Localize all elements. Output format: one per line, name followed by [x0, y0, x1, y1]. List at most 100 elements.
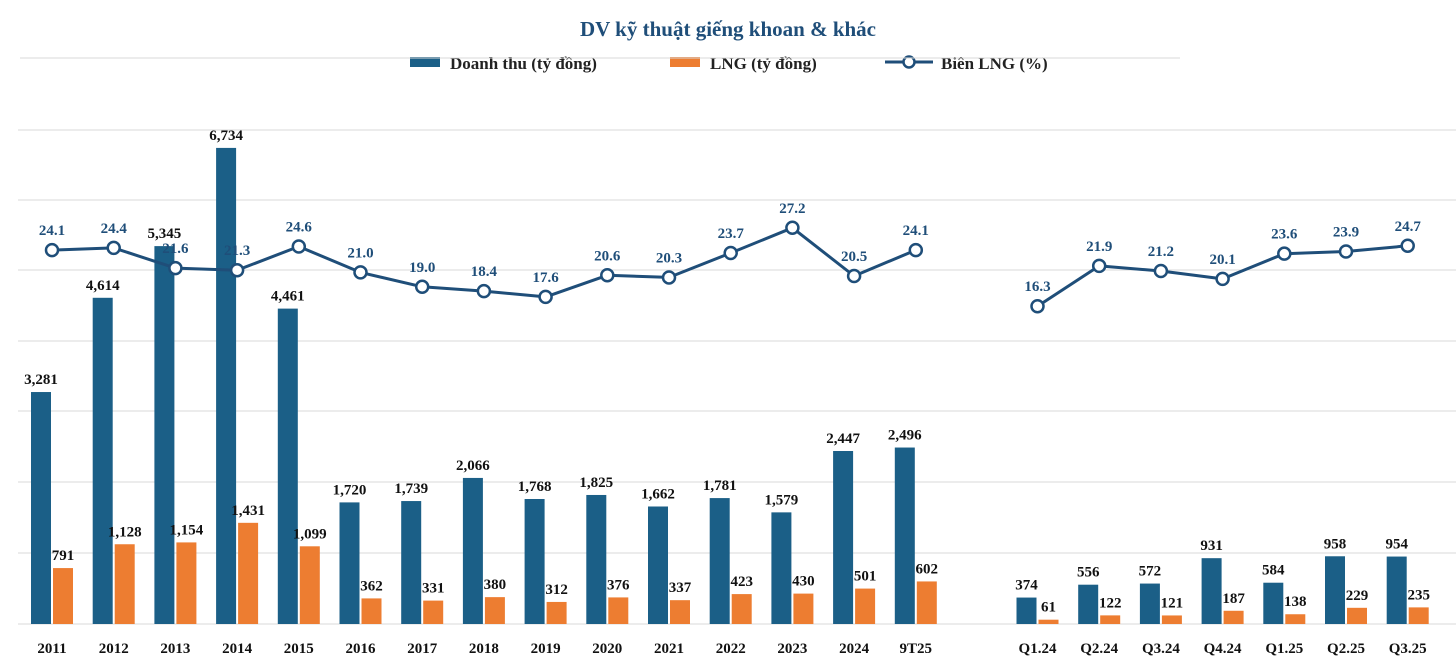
- lng-bar: [53, 568, 73, 624]
- revenue-bar: [339, 502, 360, 624]
- margin-point: [476, 283, 492, 299]
- x-axis: 2011 2012 2013 2014 2015 2016 2017 2018 2019 2020…: [37, 641, 1426, 657]
- revenue-bar: [31, 392, 51, 624]
- revenue-bar: [1201, 558, 1222, 624]
- margin-data-label: 20.3: [656, 250, 682, 266]
- revenue-data-label: 4,614: [86, 278, 120, 294]
- margin-point: [600, 268, 615, 283]
- revenue-bar: [1386, 556, 1407, 624]
- x-tick-label: 2013: [160, 641, 190, 657]
- revenue-bar: [648, 506, 668, 624]
- margin-data-label: 16.3: [1024, 279, 1050, 295]
- margin-point: [1091, 258, 1107, 274]
- revenue-bar: [1016, 597, 1037, 624]
- lng-bar: [361, 598, 382, 624]
- margin-data-label: 24.1: [903, 223, 929, 239]
- margin-data-label: 24.6: [286, 219, 313, 235]
- lng-bar: [793, 593, 814, 624]
- revenue-bar: [462, 477, 483, 624]
- lng-data-label: 61: [1041, 600, 1056, 616]
- x-tick-label: 2023: [777, 641, 807, 657]
- margin-point: [661, 270, 677, 285]
- x-tick-label: Q1.24: [1019, 641, 1057, 657]
- revenue-data-label: 1,781: [703, 478, 737, 494]
- lng-bar: [176, 542, 197, 624]
- lng-data-label: 235: [1407, 587, 1430, 603]
- lng-bar: [1347, 607, 1367, 624]
- lng-bar: [546, 601, 567, 624]
- margin-point: [785, 220, 800, 236]
- revenue-bar: [92, 297, 113, 624]
- lng-data-label: 331: [422, 581, 445, 597]
- x-tick-label: Q2.25: [1327, 641, 1365, 657]
- legend-label-lng: LNG (tỷ đồng): [710, 54, 817, 73]
- margin-point: [1153, 263, 1169, 279]
- lng-data-label: 1,099: [293, 526, 327, 542]
- revenue-data-label: 584: [1262, 563, 1285, 579]
- lng-data-label: 376: [607, 577, 630, 593]
- x-tick-label: 2014: [222, 641, 253, 657]
- margin-point: [846, 268, 862, 284]
- margin-data-label: 23.9: [1333, 225, 1359, 241]
- lng-data-label: 121: [1161, 595, 1184, 611]
- margin-point: [291, 239, 307, 254]
- lng-data-label: 501: [854, 569, 877, 585]
- margin-data-label: 17.6: [532, 270, 559, 286]
- x-tick-label: Q4.24: [1204, 641, 1242, 657]
- margin-point: [229, 262, 245, 278]
- lng-data-label: 1,128: [108, 524, 142, 540]
- lng-data-label: 791: [52, 548, 75, 564]
- revenue-data-label: 931: [1200, 538, 1223, 554]
- margin-line-series: 24.1 24.4 21.6 21.3 24.6 21.0 19.0 18.4 17.6 20.6…: [39, 201, 1422, 314]
- margin-data-label: 20.5: [841, 249, 867, 265]
- revenue-bar: [154, 246, 175, 624]
- lng-bar: [423, 600, 444, 624]
- lng-bar: [1038, 619, 1059, 624]
- margin-data-label: 24.7: [1395, 219, 1422, 235]
- lng-data-label: 1,431: [231, 503, 265, 519]
- revenue-bar: [709, 498, 730, 624]
- lng-bar: [1285, 614, 1306, 624]
- lng-data-label: 187: [1222, 591, 1245, 607]
- lng-data-label: 1,154: [170, 522, 204, 538]
- lng-bar: [731, 594, 752, 624]
- revenue-data-label: 1,825: [579, 475, 613, 491]
- revenue-data-label: 5,345: [148, 226, 182, 242]
- margin-point: [908, 242, 924, 258]
- bar-labels: 3,281 791 4,614 1,128 5,345 1,154 6,734 1,431 4,…: [24, 128, 1430, 616]
- revenue-data-label: 958: [1324, 536, 1347, 552]
- legend-swatch-revenue: [410, 57, 440, 67]
- margin-point: [1215, 271, 1230, 287]
- lng-data-label: 312: [545, 582, 568, 598]
- lng-data-label: 423: [730, 574, 753, 590]
- x-tick-label: 9T25: [900, 641, 933, 657]
- lng-bar: [238, 522, 259, 624]
- x-tick-label: 2017: [407, 641, 438, 657]
- revenue-data-label: 1,662: [641, 486, 675, 502]
- lng-data-label: 602: [916, 561, 939, 577]
- margin-data-label: 21.6: [162, 241, 189, 257]
- lng-data-label: 138: [1284, 594, 1307, 610]
- x-tick-label: 2021: [654, 641, 684, 657]
- revenue-data-label: 572: [1139, 564, 1162, 580]
- margin-point: [1277, 246, 1292, 261]
- lng-bar: [608, 597, 629, 624]
- margin-data-label: 24.1: [39, 223, 65, 239]
- revenue-bar: [216, 147, 237, 625]
- lng-bar: [484, 597, 505, 624]
- legend-label-revenue: Doanh thu (tỷ đồng): [450, 54, 597, 73]
- legend-marker-margin: [902, 55, 916, 69]
- lng-data-label: 430: [792, 574, 815, 590]
- revenue-bar: [1078, 584, 1099, 624]
- margin-data-label: 20.1: [1209, 252, 1235, 268]
- revenue-data-label: 1,579: [765, 492, 799, 508]
- revenue-bar: [771, 512, 792, 624]
- margin-data-label: 18.4: [471, 264, 498, 280]
- revenue-data-label: 1,739: [394, 481, 428, 497]
- revenue-data-label: 3,281: [24, 372, 58, 388]
- revenue-data-label: 4,461: [271, 289, 305, 305]
- chart-title: DV kỹ thuật giếng khoan & khác: [580, 17, 876, 41]
- revenue-data-label: 1,720: [333, 482, 367, 498]
